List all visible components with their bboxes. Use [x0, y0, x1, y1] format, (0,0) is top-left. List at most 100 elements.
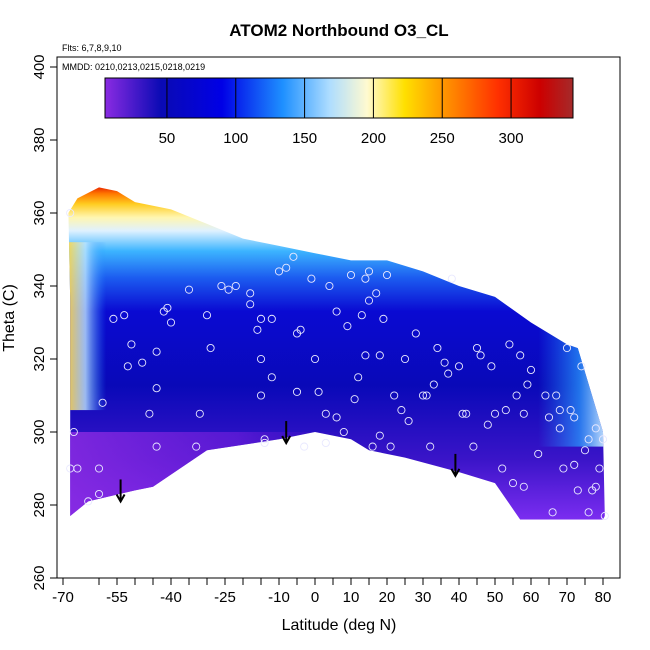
- observation-point: [325, 281, 334, 291]
- observation-point: [600, 511, 609, 521]
- observation-point: [516, 351, 525, 360]
- x-tick-label: 10: [343, 589, 360, 606]
- colorbar-tick-label: 250: [430, 130, 455, 147]
- observation-point: [94, 489, 104, 499]
- observation-point: [454, 362, 464, 371]
- x-tick-label: 20: [379, 589, 396, 606]
- x-tick-label: 50: [487, 589, 504, 606]
- observation-point: [224, 285, 233, 294]
- x-tick-label: 0: [311, 589, 319, 606]
- observation-point: [292, 387, 302, 396]
- colorbar-scale: [104, 77, 574, 119]
- observation-point: [566, 406, 575, 415]
- observation-point: [246, 300, 255, 309]
- x-tick-label: -70: [52, 589, 74, 606]
- observation-point: [192, 442, 201, 451]
- observation-point: [307, 274, 316, 283]
- observation-point: [523, 380, 532, 389]
- observation-point: [418, 391, 428, 400]
- observation-point: [166, 318, 176, 327]
- observation-point: [145, 409, 154, 418]
- observation-point: [519, 409, 528, 418]
- flights-annotation: Flts: 6,7,8,9,10: [62, 43, 122, 53]
- x-tick-label: 80: [595, 589, 612, 606]
- south-edge-highlight: [68, 242, 107, 411]
- observation-point: [505, 340, 514, 349]
- observation-point: [534, 449, 543, 458]
- observation-point: [447, 274, 456, 283]
- observation-point: [483, 420, 492, 429]
- observation-point: [382, 270, 392, 280]
- observation-point: [267, 373, 276, 382]
- y-tick-label: 400: [31, 54, 48, 79]
- observation-point: [375, 431, 384, 440]
- observation-point: [109, 314, 118, 323]
- observation-point: [386, 442, 395, 451]
- observation-point: [584, 435, 593, 444]
- observation-point: [440, 358, 449, 367]
- observation-point: [433, 343, 442, 353]
- observation-point: [98, 398, 107, 407]
- observation-point: [476, 351, 485, 360]
- observation-point: [541, 391, 550, 400]
- observation-point: [573, 486, 582, 495]
- observation-point: [314, 387, 323, 396]
- x-axis-label: Latitude (deg N): [282, 617, 397, 634]
- observation-point: [152, 442, 161, 451]
- colorbar: 50 100 150 200 250 300: [104, 77, 574, 147]
- observation-point: [69, 427, 78, 437]
- x-tick-label: -40: [160, 589, 182, 606]
- observation-point: [274, 267, 284, 276]
- y-tick-label: 320: [31, 346, 48, 371]
- observation-point: [339, 427, 348, 437]
- observation-point: [570, 413, 579, 422]
- observation-point: [397, 406, 406, 415]
- observation-point: [163, 303, 172, 312]
- observation-point: [400, 354, 410, 364]
- observation-point: [231, 281, 240, 291]
- observation-point: [368, 442, 377, 451]
- observation-point: [462, 409, 471, 418]
- x-tick-label: -10: [268, 589, 290, 606]
- y-tick-label: 300: [31, 419, 48, 444]
- observation-point: [429, 380, 438, 389]
- observation-point: [256, 354, 266, 364]
- observation-point: [508, 479, 518, 488]
- observation-point: [591, 424, 600, 433]
- observation-point: [555, 424, 564, 433]
- descent-arrow: [281, 421, 292, 446]
- observation-point: [390, 391, 399, 400]
- observation-point: [584, 508, 593, 517]
- observation-point: [577, 362, 586, 371]
- observation-point: [184, 285, 194, 294]
- observation-point: [289, 252, 298, 261]
- observation-point: [73, 464, 82, 473]
- observation-point: [548, 508, 557, 517]
- observation-point: [598, 435, 608, 444]
- observation-point: [469, 442, 478, 451]
- observation-point: [544, 413, 554, 422]
- x-tick-label: 30: [415, 589, 432, 606]
- x-axis: -70 -55 -40 -25 -10 0 10 20 30 40 50 60 70 80: [52, 578, 611, 606]
- observation-point: [350, 395, 359, 404]
- observation-point: [260, 438, 269, 448]
- observation-point: [206, 343, 215, 353]
- observation-point: [267, 314, 276, 323]
- observation-point: [94, 464, 104, 473]
- observation-point: [66, 208, 75, 218]
- observation-point: [595, 464, 604, 473]
- x-tick-label: 40: [451, 589, 468, 606]
- observation-point: [361, 274, 370, 283]
- observation-point: [127, 340, 136, 349]
- observation-point: [426, 442, 435, 451]
- observation-point: [444, 369, 453, 378]
- observation-point: [458, 409, 467, 418]
- colorbar-ticks: 50 100 150 200 250 300: [159, 78, 524, 147]
- x-tick-label: -25: [214, 589, 236, 606]
- observation-point: [354, 373, 363, 382]
- observation-point: [123, 362, 132, 371]
- observation-point: [472, 343, 482, 353]
- observation-point: [152, 347, 161, 356]
- observation-point: [260, 435, 269, 444]
